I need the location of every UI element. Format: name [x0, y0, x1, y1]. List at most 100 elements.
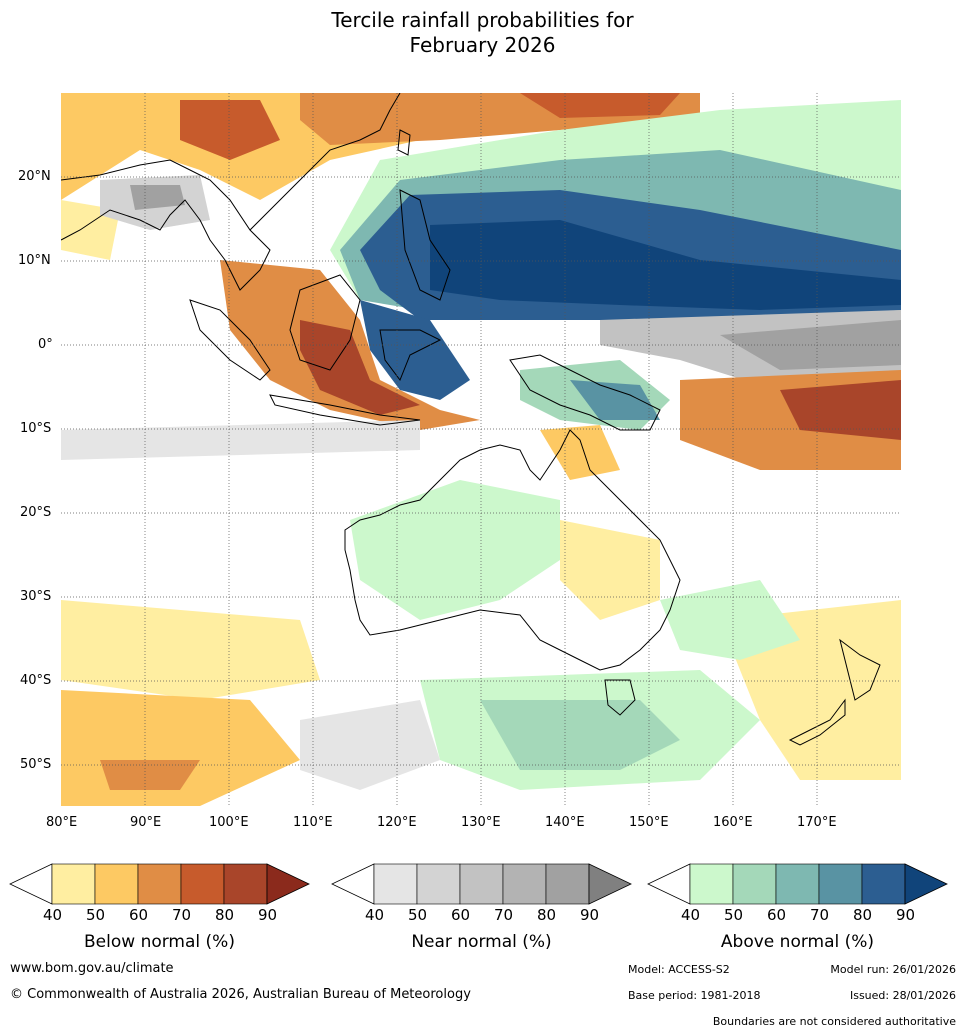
lat-label-50s: 50°S [20, 757, 52, 772]
lon-label-140e: 140°E [545, 815, 585, 830]
below-normal-north-core [520, 93, 680, 118]
colorbar-0-tick-3: 70 [172, 906, 192, 924]
colorbar-2-lower-extend [647, 863, 691, 905]
colorbar-0-tick-0: 40 [43, 906, 63, 924]
near-normal-core [130, 185, 185, 210]
colorbar-0-tick-2: 60 [129, 906, 149, 924]
colorbar-1-tick-5: 90 [580, 906, 600, 924]
colorbar-0-bin-2 [137, 863, 182, 905]
title-line-1: Tercile rainfall probabilities for [331, 8, 634, 32]
australia-coastline [344, 429, 681, 671]
above-normal-pacific-core [430, 220, 901, 310]
lon-label-110e: 110°E [293, 815, 333, 830]
colorbar-1-bin-1 [416, 863, 461, 905]
model-run-text: Model run: 26/01/2026 [830, 963, 956, 976]
lon-label-150e: 150°E [629, 815, 669, 830]
map-title: Tercile rainfall probabilities for Febru… [0, 8, 965, 58]
above-normal-label: Above normal (%) [720, 932, 875, 952]
above-normal-tasman [660, 580, 800, 660]
new-guinea-coastline [509, 354, 661, 431]
colorbar-0-lower-extend [9, 863, 53, 905]
colorbar-0-upper-extend [266, 863, 310, 905]
lat-label-0: 0° [38, 337, 53, 352]
new-zealand-north [839, 638, 881, 701]
colorbar-2-bin-2 [775, 863, 820, 905]
colorbar-2-tick-5: 90 [896, 906, 916, 924]
lat-label-10s: 10°S [20, 421, 52, 436]
lon-label-170e: 170°E [797, 815, 837, 830]
below-normal-maritime-core [300, 320, 420, 415]
colorbar-0-tick-5: 90 [258, 906, 278, 924]
above-normal-southern-ocean-mid [480, 700, 680, 770]
colorbar-2-tick-3: 70 [810, 906, 830, 924]
model-text: Model: ACCESS-S2 [628, 963, 730, 976]
colorbar-1-tick-4: 80 [537, 906, 557, 924]
near-normal-equator-core [720, 320, 901, 370]
disclaimer-text: Boundaries are not considered authoritat… [712, 1015, 956, 1028]
sulawesi-coastline [379, 329, 442, 382]
above-normal-sulawesi [360, 300, 470, 400]
colorbar-1-lower-extend [331, 863, 375, 905]
colorbar-1-bin-2 [459, 863, 504, 905]
asia-mainland [61, 159, 271, 291]
colorbar-0-bin-0 [51, 863, 96, 905]
new-zealand-south [788, 698, 846, 746]
colorbar-2-bin-1 [732, 863, 777, 905]
colorbar-0-bin-4 [223, 863, 268, 905]
below-normal-north-strong [180, 100, 280, 160]
colorbar-1-upper-extend [588, 863, 632, 905]
colorbar-0-tick-1: 50 [86, 906, 106, 924]
below-normal-australia-east [560, 520, 660, 620]
near-normal-south-band [61, 420, 420, 460]
sumatra-coastline [189, 299, 271, 381]
rainfall-map [61, 93, 901, 806]
below-normal-southwest-core [100, 760, 200, 790]
china-coastline [249, 93, 401, 231]
colorbar-1-tick-0: 40 [365, 906, 385, 924]
colorbar-2-bin-3 [818, 863, 863, 905]
issued-text: Issued: 28/01/2026 [849, 989, 956, 1002]
base-period-text: Base period: 1981-2018 [628, 989, 761, 1002]
colorbar-1-tick-2: 60 [451, 906, 471, 924]
lon-label-130e: 130°E [461, 815, 501, 830]
lon-label-80e: 80°E [46, 815, 78, 830]
lon-label-100e: 100°E [209, 815, 249, 830]
below-normal-coral-sea [540, 425, 620, 480]
colorbar-1-tick-1: 50 [408, 906, 428, 924]
tasmania-coastline [604, 679, 636, 716]
colorbar-2-tick-1: 50 [724, 906, 744, 924]
title-line-2: February 2026 [409, 33, 556, 57]
lat-label-20s: 20°S [20, 505, 52, 520]
lon-label-90e: 90°E [130, 815, 162, 830]
colorbar-2-tick-2: 60 [767, 906, 787, 924]
colorbar-0-bin-3 [180, 863, 225, 905]
near-normal-label: Near normal (%) [411, 932, 552, 952]
lat-label-20n: 20°N [18, 169, 51, 184]
coastlines [61, 93, 881, 746]
borneo-coastline [289, 274, 361, 371]
lon-label-160e: 160°E [713, 815, 753, 830]
copyright-text: © Commonwealth of Australia 2026, Austra… [10, 987, 471, 1002]
colorbar-1-tick-3: 70 [494, 906, 514, 924]
website-link[interactable]: www.bom.gov.au/climate [10, 961, 174, 976]
below-normal-label: Below normal (%) [84, 932, 235, 952]
java-coastline [269, 394, 421, 426]
below-normal-southwest [61, 600, 320, 700]
colorbar-1-bin-0 [373, 863, 418, 905]
philippines-coastline [399, 189, 451, 301]
lat-label-10n: 10°N [18, 253, 51, 268]
below-normal-south-pacific-core [780, 380, 901, 440]
colorbar-0-bin-1 [94, 863, 139, 905]
colorbar-2-tick-0: 40 [681, 906, 701, 924]
colorbar-2-upper-extend [904, 863, 948, 905]
above-normal-png-core [570, 380, 660, 420]
colorbar-2-bin-4 [861, 863, 906, 905]
colorbar-1-bin-4 [545, 863, 590, 905]
colorbar-legend [9, 863, 948, 905]
near-normal-south-patch [300, 700, 440, 790]
colorbar-2-bin-0 [689, 863, 734, 905]
lon-label-120e: 120°E [377, 815, 417, 830]
colorbar-2-tick-4: 80 [853, 906, 873, 924]
colorbar-0-tick-4: 80 [215, 906, 235, 924]
colorbar-1-bin-3 [502, 863, 547, 905]
